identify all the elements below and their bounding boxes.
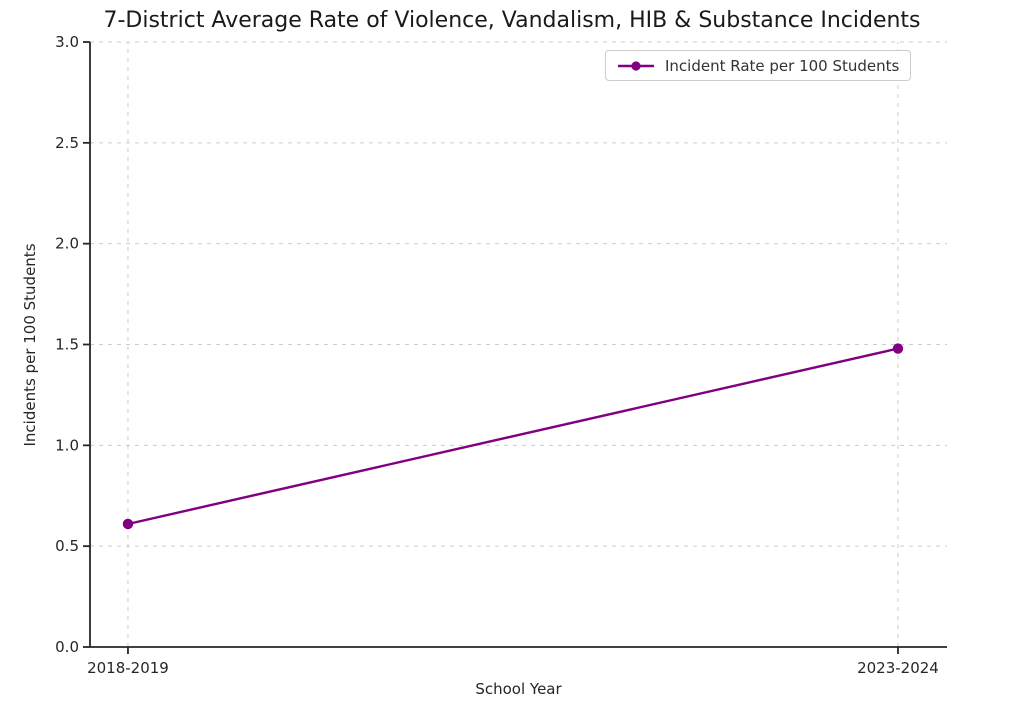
legend-box: Incident Rate per 100 Students <box>605 50 912 81</box>
y-tick-label: 0.0 <box>55 638 79 656</box>
legend-marker-circle-icon <box>631 60 641 71</box>
chart-title: 7-District Average Rate of Violence, Van… <box>103 8 921 33</box>
data-point <box>892 343 904 354</box>
legend-label: Incident Rate per 100 Students <box>665 56 900 75</box>
y-tick-label: 0.5 <box>55 537 79 555</box>
y-tick-label: 3.0 <box>55 33 79 51</box>
y-tick-label: 2.0 <box>55 235 79 253</box>
y-tick-label: 1.0 <box>55 436 79 454</box>
data-point <box>122 518 134 530</box>
legend-line-sample <box>618 60 654 71</box>
x-tick-label: 2023-2024 <box>857 659 939 677</box>
data-line <box>127 347 899 526</box>
x-tick-label: 2018-2019 <box>87 659 169 677</box>
y-tick-label: 1.5 <box>55 336 79 354</box>
y-tick-label: 2.5 <box>55 134 79 152</box>
x-axis-label: School Year <box>475 680 562 698</box>
